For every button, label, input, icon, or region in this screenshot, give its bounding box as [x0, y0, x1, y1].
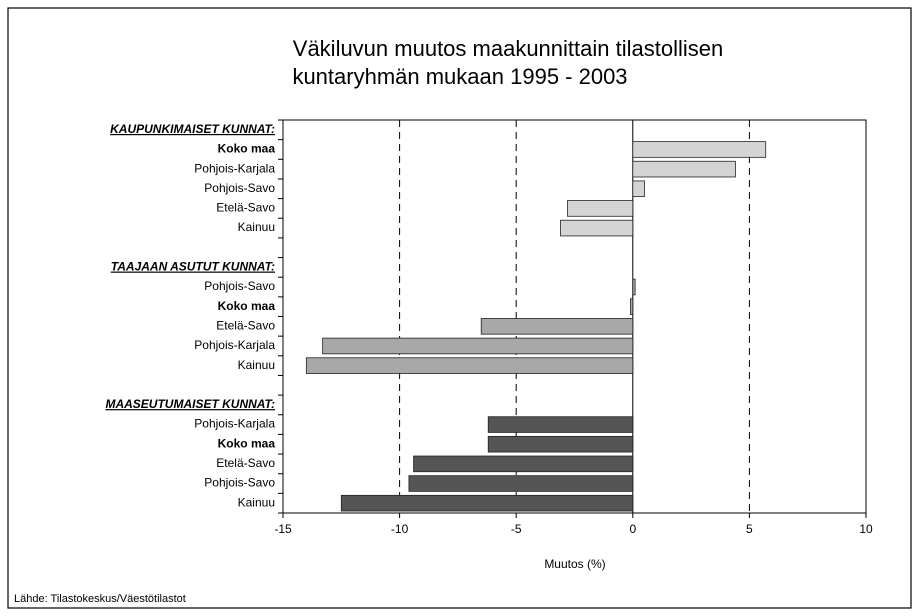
bar [632, 180, 645, 198]
group-heading: TAAJAAN ASUTUT KUNNAT: [111, 260, 275, 274]
group-heading: MAASEUTUMAISET KUNNAT: [105, 397, 275, 411]
y-tick-label: Pohjois-Karjala [194, 417, 275, 431]
y-tick-label: Pohjois-Savo [204, 181, 275, 195]
y-tick-label: Pohjois-Karjala [194, 338, 275, 352]
source: Lähde: Tilastokeskus/Väestötilastot [14, 593, 186, 605]
y-tick-label: Etelä-Savo [216, 456, 275, 470]
y-tick-label: Pohjois-Savo [204, 476, 275, 490]
y-tick-label: Koko maa [218, 142, 276, 156]
y-tick-label: Etelä-Savo [216, 201, 275, 215]
bar [632, 160, 736, 178]
y-tick-label: Kainuu [238, 495, 275, 509]
group-heading: KAUPUNKIMAISET KUNNAT: [110, 122, 275, 136]
x-tick-label: -10 [391, 522, 409, 536]
y-tick-label: Koko maa [218, 436, 276, 450]
x-tick-label: 0 [629, 522, 636, 536]
bar [408, 475, 634, 492]
bar [630, 298, 634, 315]
chart-title: kuntaryhmän mukaan 1995 - 2003 [292, 64, 627, 89]
y-tick-label: Pohjois-Savo [204, 279, 275, 293]
bar [340, 494, 634, 512]
y-tick-label: Kainuu [238, 220, 275, 234]
plot-area [282, 119, 867, 514]
y-tick-label: Kainuu [238, 358, 275, 372]
y-tick-label: Pohjois-Karjala [194, 161, 275, 175]
chart-title: Väkiluvun muutos maakunnittain tilastoll… [293, 36, 723, 61]
x-tick-label: 10 [859, 522, 873, 536]
bar [413, 455, 634, 473]
y-tick-label: Koko maa [218, 299, 276, 313]
bar [632, 141, 767, 158]
frame [7, 7, 912, 609]
y-tick-label: Etelä-Savo [216, 318, 275, 332]
bar [632, 278, 636, 296]
bar [305, 357, 634, 374]
bar [567, 200, 634, 217]
bar [560, 219, 634, 237]
x-tick-label: 5 [746, 522, 753, 536]
bar [487, 416, 634, 433]
x-tick-label: -15 [274, 522, 292, 536]
bar [322, 337, 634, 355]
bar [480, 318, 634, 335]
bar [487, 435, 634, 453]
x-tick-label: -5 [511, 522, 522, 536]
x-axis-label: Muutos (%) [544, 557, 605, 571]
